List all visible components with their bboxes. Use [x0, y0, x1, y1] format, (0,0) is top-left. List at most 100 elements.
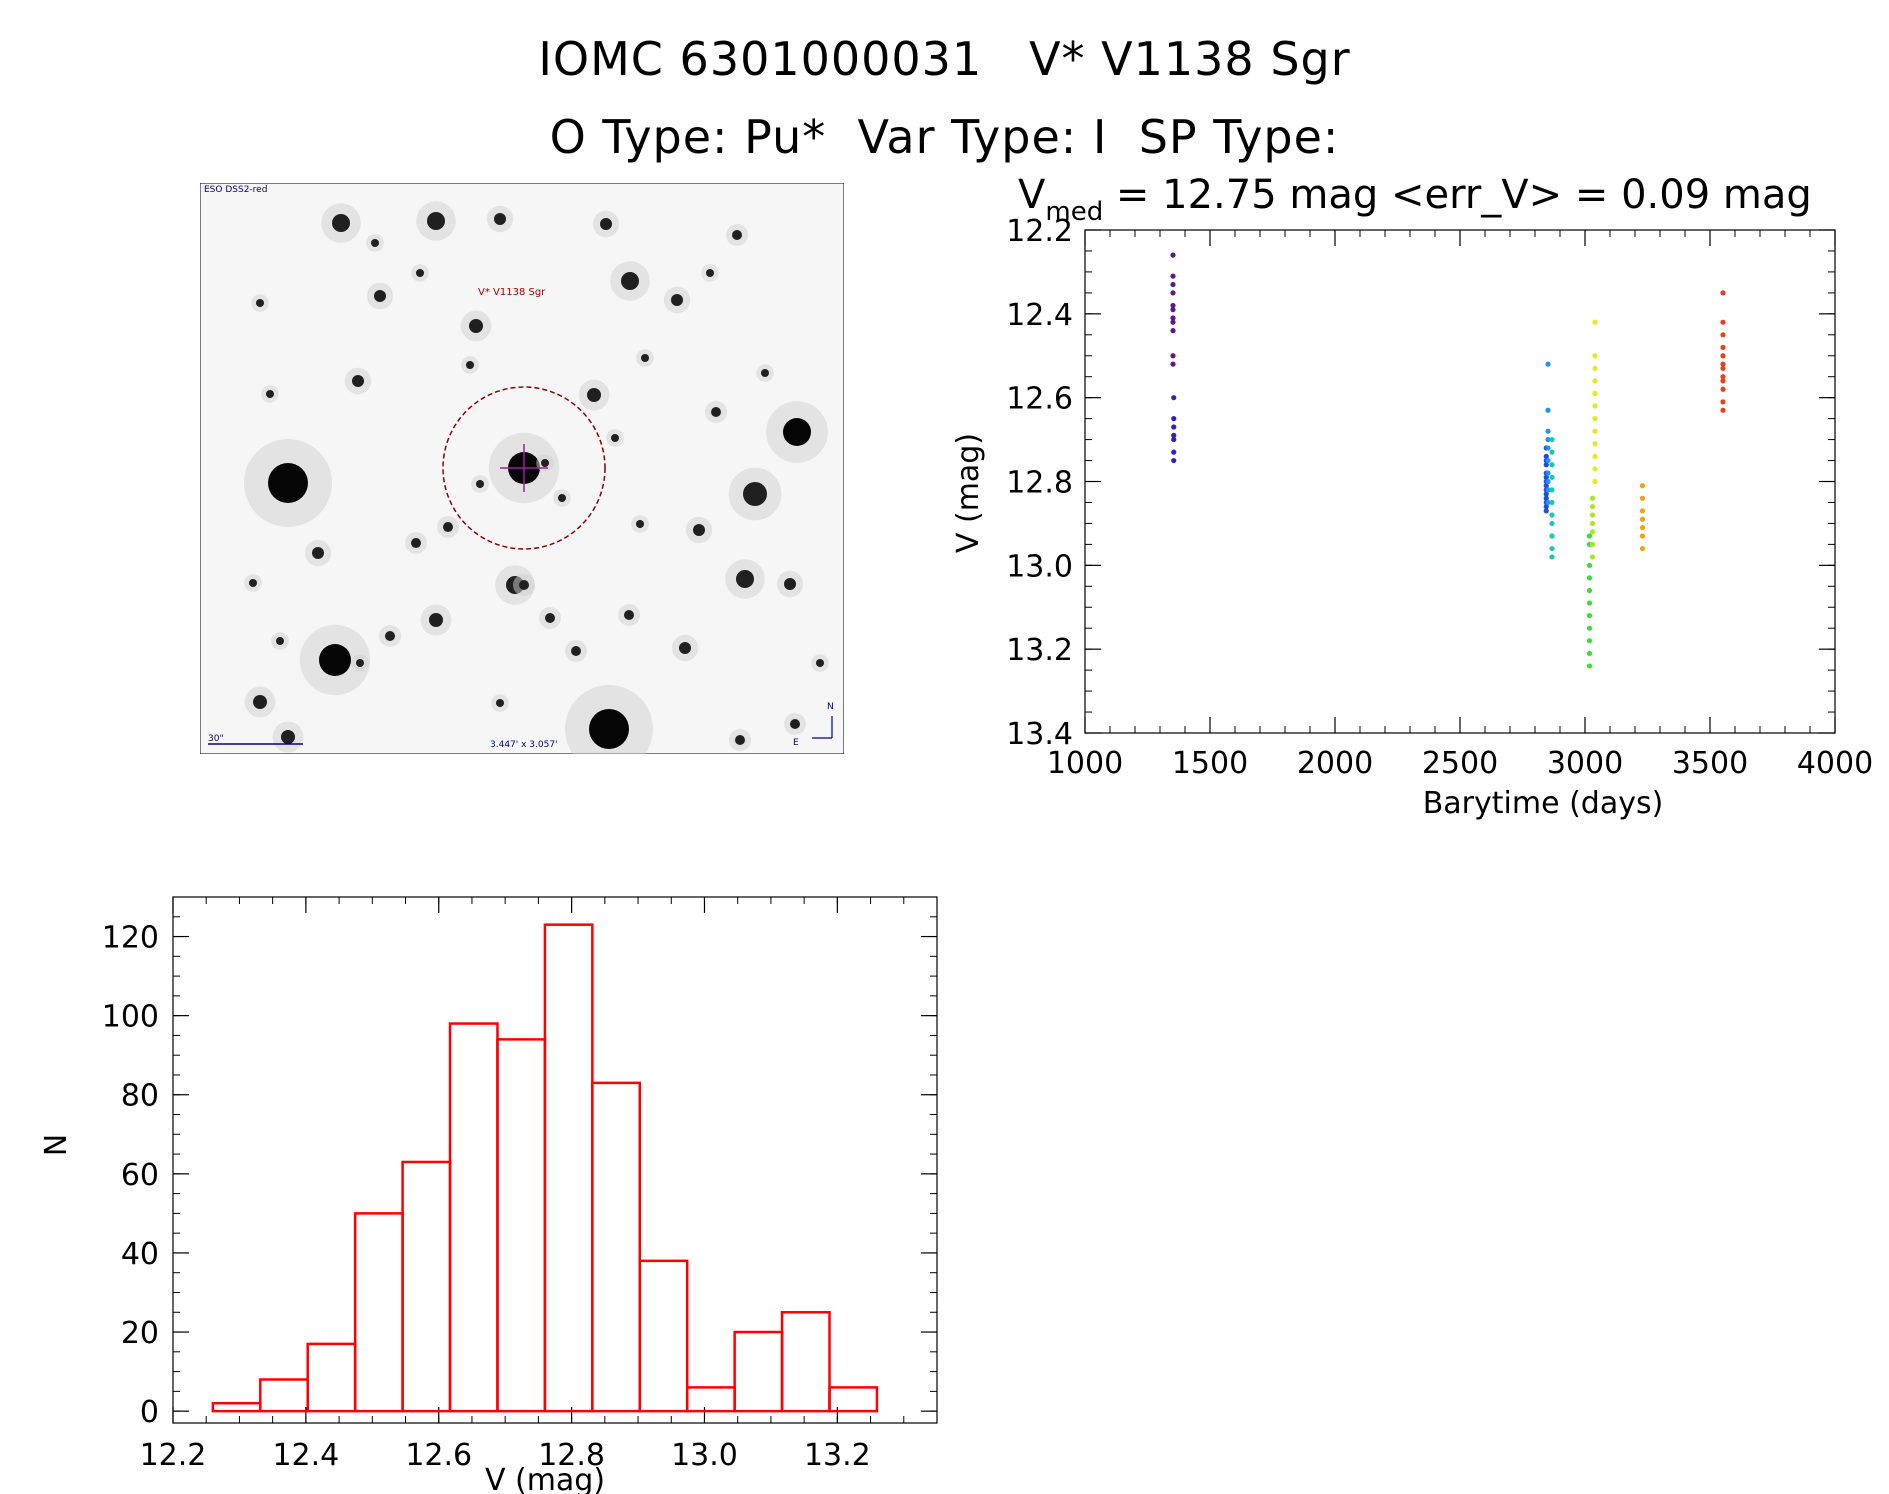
star	[476, 480, 484, 488]
histogram-bar	[306, 1342, 357, 1413]
histogram-bar	[448, 1022, 499, 1413]
light-curve-point	[1170, 252, 1176, 258]
light-curve-point	[1171, 432, 1177, 438]
light-curve-point	[1543, 462, 1549, 468]
light-curve-x-tick-label: 2000	[1297, 746, 1373, 781]
star	[783, 418, 811, 446]
light-curve-point	[1543, 453, 1549, 459]
light-curve-point	[1720, 374, 1726, 380]
light-curve-x-tick-label: 1000	[1047, 746, 1123, 781]
light-curve-y-tick-label: 12.4	[1006, 298, 1073, 333]
light-curve-y-tick-label: 12.2	[1006, 214, 1073, 249]
compass-arrows	[812, 716, 833, 739]
histogram-x-tick-label: 12.4	[272, 1438, 339, 1473]
histogram-bar	[401, 1160, 452, 1413]
target-crosshair	[500, 444, 548, 492]
star	[332, 214, 350, 232]
light-curve-point	[1592, 453, 1598, 459]
light-curve-point	[1586, 663, 1593, 669]
histogram-bar	[211, 1401, 262, 1413]
light-curve-point	[1171, 457, 1177, 464]
light-curve-point	[1586, 562, 1593, 568]
light-curve-point	[1549, 436, 1555, 443]
light-curve-point	[1170, 328, 1176, 334]
light-curve-point	[1545, 407, 1551, 413]
star	[253, 695, 267, 709]
star	[281, 730, 295, 744]
star	[784, 578, 796, 590]
star	[743, 482, 767, 506]
star	[558, 494, 566, 502]
light-curve-point	[1589, 495, 1596, 501]
star	[732, 230, 742, 240]
histogram-bar	[685, 1386, 736, 1413]
light-curve-point	[1545, 436, 1551, 443]
light-curve-point	[1543, 508, 1549, 514]
light-curve-point	[1592, 416, 1598, 422]
light-curve-point	[1171, 449, 1177, 455]
light-curve-y-tick-label: 13.2	[1006, 633, 1073, 668]
histogram-bar	[733, 1330, 784, 1413]
histogram-bar	[259, 1378, 309, 1413]
light-curve-title-v: V	[1018, 172, 1046, 218]
light-curve-point	[1720, 365, 1726, 371]
star	[624, 610, 634, 620]
light-curve-point	[1586, 533, 1593, 539]
light-curve-point	[1549, 533, 1555, 539]
star	[249, 579, 257, 587]
star	[735, 735, 745, 745]
star	[761, 369, 769, 377]
histogram-frame	[172, 896, 938, 1424]
light-curve-point	[1589, 520, 1596, 527]
light-curve-point	[1720, 386, 1726, 392]
light-curve-point	[1639, 533, 1646, 539]
compass-north-label: N	[827, 702, 834, 712]
star	[429, 613, 443, 627]
light-curve-point	[1589, 504, 1596, 510]
light-curve-point	[1545, 499, 1551, 506]
light-curve-point	[1170, 361, 1176, 367]
light-curve-y-tick-label: 12.6	[1006, 382, 1073, 417]
light-curve-point	[1545, 457, 1551, 464]
star	[621, 272, 639, 290]
star	[411, 538, 421, 548]
star	[356, 659, 364, 667]
light-curve-point	[1549, 462, 1555, 468]
histogram-x-tick-label: 12.2	[140, 1438, 207, 1473]
light-curve-x-tick-label: 2500	[1422, 746, 1498, 781]
light-curve-point	[1720, 399, 1726, 405]
star	[268, 463, 308, 503]
chart-title: IOMC 6301000031 V* V1138 Sgr	[538, 32, 1351, 86]
histogram-y-tick-label: 80	[121, 1079, 159, 1114]
light-curve-point	[1170, 319, 1176, 325]
finding-chart-image: ESO DSS2-red V* V1138 Sgr 30" 3.447' x 3…	[200, 183, 844, 754]
histogram-x-tick-label: 13.2	[804, 1438, 871, 1473]
light-curve-point	[1639, 483, 1646, 489]
light-curve-point	[1592, 478, 1598, 485]
light-curve-point	[1589, 554, 1596, 560]
light-curve-point	[1549, 499, 1555, 506]
star	[587, 388, 601, 402]
light-curve-point	[1549, 554, 1555, 560]
chart-subtitle: O Type: Pu* Var Type: I SP Type:	[549, 110, 1340, 164]
light-curve-title: Vmed = 12.75 mag <err_V> = 0.09 mag	[1018, 172, 1812, 227]
light-curve-point	[1543, 483, 1549, 489]
target-aperture-circle	[442, 386, 606, 550]
star	[256, 299, 264, 307]
light-curve-point	[1586, 575, 1593, 581]
survey-label: ESO DSS2-red	[204, 185, 267, 195]
light-curve-point	[1720, 344, 1726, 350]
histogram-bar	[353, 1212, 404, 1413]
light-curve-point	[1171, 436, 1177, 443]
star	[600, 218, 612, 230]
light-curve-point	[1543, 504, 1549, 510]
star	[319, 644, 351, 676]
light-curve-point	[1720, 332, 1726, 338]
light-curve-point	[1545, 487, 1551, 493]
light-curve-y-tick-label: 13.4	[1006, 717, 1073, 752]
target-label: V* V1138 Sgr	[478, 287, 546, 298]
star	[312, 547, 324, 559]
star	[571, 646, 581, 656]
star	[545, 613, 555, 623]
svg-text:Vmed = 12.75 mag <err_V> = 0.0: Vmed = 12.75 mag <err_V> = 0.09 mag	[1018, 172, 1812, 227]
